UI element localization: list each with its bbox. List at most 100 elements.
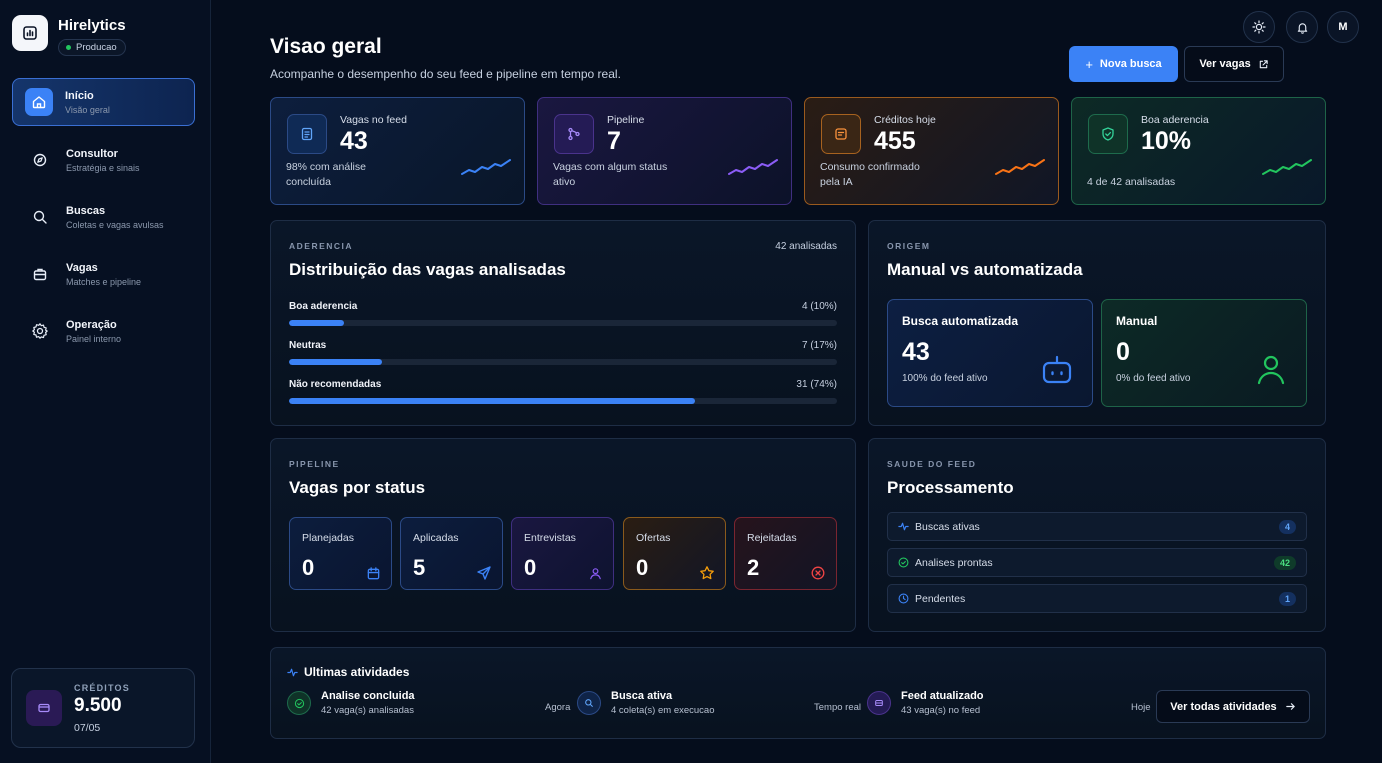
check-circle-icon xyxy=(287,691,311,715)
brand-name: Hirelytics xyxy=(58,17,126,34)
page-subtitle: Acompanhe o desempenho do seu feed e pip… xyxy=(270,67,621,81)
proc-label: Buscas ativas xyxy=(915,520,980,533)
section-title: Manual vs automatizada xyxy=(887,260,1083,279)
status-card-applied[interactable]: Aplicadas 5 xyxy=(400,517,503,590)
activity-icon xyxy=(287,668,298,676)
activity-item-time: Agora xyxy=(545,702,571,713)
proc-label: Pendentes xyxy=(915,592,966,605)
kpi-label: Créditos hoje xyxy=(874,114,936,126)
section-title: Processamento xyxy=(887,478,1014,497)
activity-item-title: Busca ativa xyxy=(611,690,673,702)
progress-track xyxy=(289,359,837,365)
status-value: 5 xyxy=(413,555,426,580)
status-card-rejected[interactable]: Rejeitadas 2 xyxy=(734,517,837,590)
bar-label: Boa aderencia xyxy=(289,301,358,312)
status-label: Ofertas xyxy=(636,532,671,544)
activity-item-subtitle: 42 vaga(s) analisadas xyxy=(321,705,414,716)
count-badge: 42 xyxy=(1273,555,1296,570)
credits-label: CRÉDITOS xyxy=(74,682,130,693)
env-status-dot xyxy=(66,45,71,50)
activity-icon xyxy=(898,522,909,531)
nav-subtitle: Coletas e vagas avulsas xyxy=(66,219,164,230)
status-label: Entrevistas xyxy=(524,532,576,544)
origin-card-value: 43 xyxy=(902,338,930,366)
status-value: 0 xyxy=(302,555,315,580)
credits-card[interactable]: CRÉDITOS 9.500 07/05 xyxy=(11,668,195,748)
view-all-activities-button[interactable]: Ver todas atividades xyxy=(1156,690,1310,723)
origin-card-description: 100% do feed ativo xyxy=(902,373,988,384)
arrow-right-icon xyxy=(1285,703,1295,710)
kpi-value: 10% xyxy=(1141,127,1192,155)
status-value: 0 xyxy=(636,555,649,580)
proc-row-pending[interactable]: Pendentes 1 xyxy=(887,584,1307,613)
activity-item-feed[interactable]: Feed atualizado 43 vaga(s) no feed xyxy=(867,690,984,716)
search-icon xyxy=(26,203,54,231)
nav-item-buscas[interactable]: Buscas Coletas e vagas avulsas xyxy=(12,193,195,241)
kpi-card-credits[interactable]: Créditos hoje 455 Consumo confirmado pel… xyxy=(804,97,1059,205)
progress-fill xyxy=(289,320,344,326)
proc-row-ready-analyses[interactable]: Analises prontas 42 xyxy=(887,548,1307,577)
status-label: Planejadas xyxy=(302,532,354,544)
proc-label: Analises prontas xyxy=(915,556,993,569)
activity-item-analysis[interactable]: Analise concluida 42 vaga(s) analisadas xyxy=(287,690,415,716)
kpi-value: 43 xyxy=(340,127,368,155)
activity-item-time: Hoje xyxy=(1131,702,1151,713)
nav-subtitle: Visão geral xyxy=(65,104,110,115)
bar-row-not-recommended: Não recomendadas 31 (74%) xyxy=(289,379,837,404)
nav-item-consultor[interactable]: Consultor Estratégia e sinais xyxy=(12,136,195,184)
status-card-planned[interactable]: Planejadas 0 xyxy=(289,517,392,590)
env-badge: Producao xyxy=(58,39,126,56)
origin-card-value: 0 xyxy=(1116,338,1130,366)
progress-track xyxy=(289,398,837,404)
calendar-icon xyxy=(367,567,380,580)
progress-fill xyxy=(289,398,695,404)
check-circle-icon xyxy=(898,557,909,568)
kpi-value: 7 xyxy=(607,127,621,155)
receipt-icon xyxy=(821,114,861,154)
activity-header: Ultimas atividades xyxy=(287,665,409,679)
gear-icon xyxy=(26,317,54,345)
section-eyebrow: SAUDE DO FEED xyxy=(887,459,977,469)
section-title: Distribuição das vagas analisadas xyxy=(289,260,566,279)
theme-toggle-button[interactable] xyxy=(1243,11,1275,43)
section-title: Vagas por status xyxy=(289,478,426,497)
home-icon xyxy=(25,88,53,116)
status-label: Aplicadas xyxy=(413,532,459,544)
clock-icon xyxy=(898,593,909,604)
view-jobs-button[interactable]: Ver vagas xyxy=(1184,46,1284,82)
bar-label: Neutras xyxy=(289,340,327,351)
nav-item-vagas[interactable]: Vagas Matches e pipeline xyxy=(12,250,195,298)
logo-icon xyxy=(12,15,48,51)
status-value: 2 xyxy=(747,555,760,580)
activity-item-subtitle: 43 vaga(s) no feed xyxy=(901,705,981,716)
status-card-interviews[interactable]: Entrevistas 0 xyxy=(511,517,614,590)
nav-subtitle: Estratégia e sinais xyxy=(66,162,140,173)
kpi-card-feed[interactable]: Vagas no feed 43 98% com análise concluí… xyxy=(270,97,525,205)
section-eyebrow: PIPELINE xyxy=(289,459,340,469)
nav-item-operacao[interactable]: Operação Painel interno xyxy=(12,307,195,355)
bar-label: Não recomendadas xyxy=(289,379,382,390)
nav-title: Consultor xyxy=(66,147,118,160)
new-search-button[interactable]: + Nova busca xyxy=(1069,46,1178,82)
kpi-card-pipeline[interactable]: Pipeline 7 Vagas com algum status ativo xyxy=(537,97,792,205)
activity-item-search[interactable]: Busca ativa 4 coleta(s) em execucao xyxy=(577,690,715,716)
status-card-offers[interactable]: Ofertas 0 xyxy=(623,517,726,590)
proc-row-active-searches[interactable]: Buscas ativas 4 xyxy=(887,512,1307,541)
nav-item-inicio[interactable]: Início Visão geral xyxy=(12,78,195,126)
kpi-label: Vagas no feed xyxy=(340,114,407,126)
nav-subtitle: Matches e pipeline xyxy=(66,276,142,287)
brand[interactable]: Hirelytics Producao xyxy=(12,15,126,56)
branch-icon xyxy=(554,114,594,154)
nav-title: Vagas xyxy=(66,261,98,274)
origin-card-automated[interactable]: Busca automatizada 43 100% do feed ativo xyxy=(887,299,1093,407)
feed-health-panel: SAUDE DO FEED Processamento Buscas ativa… xyxy=(868,438,1326,632)
robot-icon xyxy=(1042,355,1072,384)
kpi-card-adherence[interactable]: Boa aderencia 10% 4 de 42 analisadas xyxy=(1071,97,1326,205)
avatar[interactable]: M xyxy=(1327,11,1359,43)
sparkline xyxy=(461,159,511,175)
notifications-button[interactable] xyxy=(1286,11,1318,43)
activity-item-title: Feed atualizado xyxy=(901,690,984,702)
progress-fill xyxy=(289,359,383,365)
bar-row-good: Boa aderencia 4 (10%) xyxy=(289,301,837,326)
origin-card-manual[interactable]: Manual 0 0% do feed ativo xyxy=(1101,299,1307,407)
